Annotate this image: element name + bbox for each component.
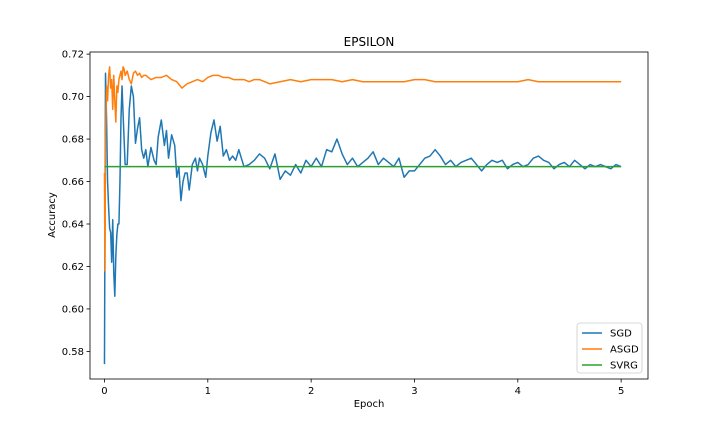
y-tick-label: 0.62 — [62, 262, 84, 273]
series-line-asgd — [103, 66, 622, 272]
legend-items: SGD ASGD SVRG — [582, 329, 639, 372]
x-tick-label: 1 — [205, 386, 211, 397]
series-layer — [103, 66, 622, 365]
legend-box — [576, 322, 643, 374]
y-tick-label: 0.58 — [62, 347, 84, 358]
y-tick-label: 0.64 — [62, 219, 84, 230]
chart-title: EPSILON — [344, 35, 395, 49]
legend-label-svrg: SVRG — [610, 361, 638, 372]
y-tick-label: 0.66 — [62, 177, 84, 188]
legend: SGD ASGD SVRG — [576, 322, 643, 374]
x-tick-label: 3 — [411, 386, 417, 397]
x-tick-label: 4 — [515, 386, 521, 397]
x-tick-label: 5 — [618, 386, 624, 397]
x-axis-label: Epoch — [354, 399, 385, 410]
x-tick-label: 2 — [308, 386, 314, 397]
y-tick-label: 0.70 — [62, 92, 84, 103]
legend-label-asgd: ASGD — [610, 345, 639, 356]
y-tick-label: 0.72 — [62, 50, 84, 61]
y-axis-label: Accuracy — [47, 192, 58, 238]
x-axis: 0 1 2 3 4 5 — [101, 379, 624, 397]
plot-frame — [89, 51, 649, 380]
series-line-sgd — [103, 72, 622, 365]
y-tick-label: 0.60 — [62, 304, 84, 315]
legend-label-sgd: SGD — [610, 329, 632, 340]
y-axis: 0.58 0.60 0.62 0.64 0.66 0.68 0.70 0.72 — [62, 50, 90, 358]
y-tick-label: 0.68 — [62, 135, 84, 146]
x-tick-label: 0 — [101, 386, 107, 397]
